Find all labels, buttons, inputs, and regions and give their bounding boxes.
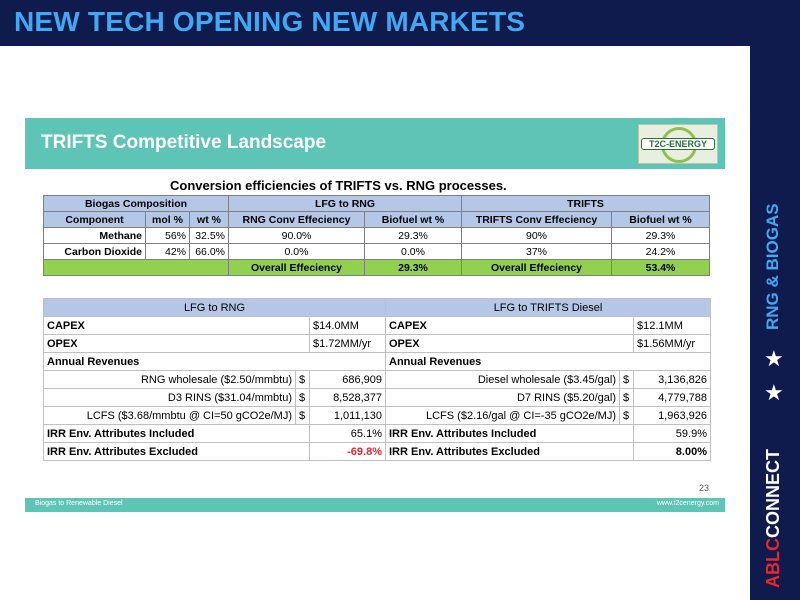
brand-white: CONNECT [763, 449, 783, 538]
opex-label: OPEX [385, 334, 634, 353]
table-cell: 32.5% [189, 227, 229, 244]
opex-label: OPEX [43, 334, 310, 353]
currency-symbol: $ [295, 388, 310, 407]
revenue-label: RNG wholesale ($2.50/mmbtu) [43, 370, 296, 389]
irr-included-label: IRR Env. Attributes Included [385, 424, 634, 443]
currency-symbol: $ [295, 406, 310, 425]
annual-revenues-label: Annual Revenues [385, 352, 711, 371]
right-sidebar [750, 46, 800, 600]
conversion-title: Conversion efficiencies of TRIFTS vs. RN… [170, 178, 507, 193]
irr-excluded-label: IRR Env. Attributes Excluded [385, 442, 634, 461]
table-row: IRR Env. Attributes Included 65.1% IRR E… [43, 424, 711, 443]
overall-rng: 29.3% [364, 259, 462, 276]
logo-text: T2C-ENERGY [641, 138, 715, 150]
revenue-value: 4,779,788 [633, 388, 711, 407]
group-header: Biogas Composition [43, 195, 229, 212]
revenue-label: LCFS ($2.16/gal @ CI=-35 gCO2e/MJ) [385, 406, 620, 425]
revenue-value: 1,011,130 [309, 406, 386, 425]
irr-excluded-label: IRR Env. Attributes Excluded [43, 442, 310, 461]
overall-row: Overall Effeciency 29.3% Overall Effecie… [43, 259, 710, 276]
currency-symbol: $ [619, 370, 634, 389]
irr-excluded-trifts: 8.00% [633, 442, 711, 461]
slide-image: TRIFTS Competitive Landscape T2C-ENERGY … [25, 118, 725, 514]
currency-symbol: $ [619, 406, 634, 425]
slide-title: TRIFTS Competitive Landscape [41, 132, 327, 153]
table-cell: 29.3% [611, 227, 710, 244]
revenue-value: 8,528,377 [309, 388, 386, 407]
table-cell [43, 259, 229, 276]
table-row: LCFS ($3.68/mmbtu @ CI=50 gCO2e/MJ) $ 1,… [43, 406, 711, 425]
irr-included-rng: 65.1% [309, 424, 386, 443]
revenue-label: Diesel wholesale ($3.45/gal) [385, 370, 620, 389]
section-tag: RNG & BIOGAS [763, 203, 782, 330]
page-number: 23 [699, 483, 710, 493]
capex-label: CAPEX [43, 316, 310, 335]
table-row: CAPEX $14.0MM CAPEX $12.1MM [43, 316, 711, 335]
group-header: TRIFTS [461, 195, 710, 212]
overall-label: Overall Effeciency [461, 259, 612, 276]
irr-excluded-rng: -69.8% [309, 442, 386, 461]
footer-left-text: Biogas to Renewable Diesel [35, 500, 123, 507]
table-row: IRR Env. Attributes Excluded -69.8% IRR … [43, 442, 711, 461]
table-cell: 56% [145, 227, 190, 244]
table-row: OPEX $1.72MM/yr OPEX $1.56MM/yr [43, 334, 711, 353]
group-header: LFG to RNG [228, 195, 462, 212]
table-row: Methane 56% 32.5% 90.0% 29.3% 90% 29.3% [43, 227, 710, 244]
footer-right-text: www.t2cenergy.com [656, 500, 719, 507]
star-icon: ★ [764, 380, 784, 405]
opex-rng: $1.72MM/yr [309, 334, 386, 353]
overall-trifts: 53.4% [611, 259, 710, 276]
page-title: NEW TECH OPENING NEW MARKETS [14, 6, 526, 37]
revenue-value: 3,136,826 [633, 370, 711, 389]
brand-logo: ABLCCONNECT [763, 449, 784, 588]
table-cell: 42% [145, 243, 190, 260]
brand-red: ABLC [763, 538, 783, 588]
revenue-label: D3 RINS ($31.04/mmbtu) [43, 388, 296, 407]
revenue-label: D7 RINS ($5.20/gal) [385, 388, 620, 407]
table-cell: 0.0% [364, 243, 462, 260]
economics-table: LFG to RNG LFG to TRIFTS Diesel CAPEX $1… [43, 298, 711, 461]
capex-rng: $14.0MM [309, 316, 386, 335]
overall-label: Overall Effeciency [228, 259, 365, 276]
column-header: Biofuel wt % [364, 211, 462, 228]
table-cell: 29.3% [364, 227, 462, 244]
star-icon: ★ [764, 346, 784, 371]
table-cell: 66.0% [189, 243, 229, 260]
table-cell: 90.0% [228, 227, 365, 244]
table-row: Carbon Dioxide 42% 66.0% 0.0% 0.0% 37% 2… [43, 243, 710, 260]
column-header: wt % [189, 211, 229, 228]
slide-header: TRIFTS Competitive Landscape T2C-ENERGY [25, 118, 725, 169]
t2c-logo: T2C-ENERGY [638, 124, 718, 164]
irr-included-label: IRR Env. Attributes Included [43, 424, 310, 443]
top-banner: NEW TECH OPENING NEW MARKETS [0, 0, 800, 46]
efficiency-table: Biogas Composition LFG to RNG TRIFTS Com… [43, 195, 710, 276]
slide-footer: Biogas to Renewable Diesel www.t2cenergy… [25, 498, 725, 512]
table-cell: 0.0% [228, 243, 365, 260]
column-header: LFG to TRIFTS Diesel [385, 298, 711, 317]
revenue-label: LCFS ($3.68/mmbtu @ CI=50 gCO2e/MJ) [43, 406, 296, 425]
revenue-value: 1,963,926 [633, 406, 711, 425]
table-cell: 90% [461, 227, 612, 244]
annual-revenues-label: Annual Revenues [43, 352, 386, 371]
table-cell: Carbon Dioxide [43, 243, 146, 260]
column-header: mol % [145, 211, 190, 228]
column-header: Component [43, 211, 146, 228]
capex-label: CAPEX [385, 316, 634, 335]
column-header: TRIFTS Conv Effeciency [461, 211, 612, 228]
table-row: D3 RINS ($31.04/mmbtu) $ 8,528,377 D7 RI… [43, 388, 711, 407]
table-row: RNG wholesale ($2.50/mmbtu) $ 686,909 Di… [43, 370, 711, 389]
table-cell: 37% [461, 243, 612, 260]
column-header: RNG Conv Effeciency [228, 211, 365, 228]
column-header: LFG to RNG [43, 298, 386, 317]
table-row: Annual Revenues Annual Revenues [43, 352, 711, 371]
column-header: Biofuel wt % [611, 211, 710, 228]
currency-symbol: $ [295, 370, 310, 389]
currency-symbol: $ [619, 388, 634, 407]
revenue-value: 686,909 [309, 370, 386, 389]
irr-included-trifts: 59.9% [633, 424, 711, 443]
capex-trifts: $12.1MM [633, 316, 711, 335]
opex-trifts: $1.56MM/yr [633, 334, 711, 353]
table-cell: Methane [43, 227, 146, 244]
table-cell: 24.2% [611, 243, 710, 260]
